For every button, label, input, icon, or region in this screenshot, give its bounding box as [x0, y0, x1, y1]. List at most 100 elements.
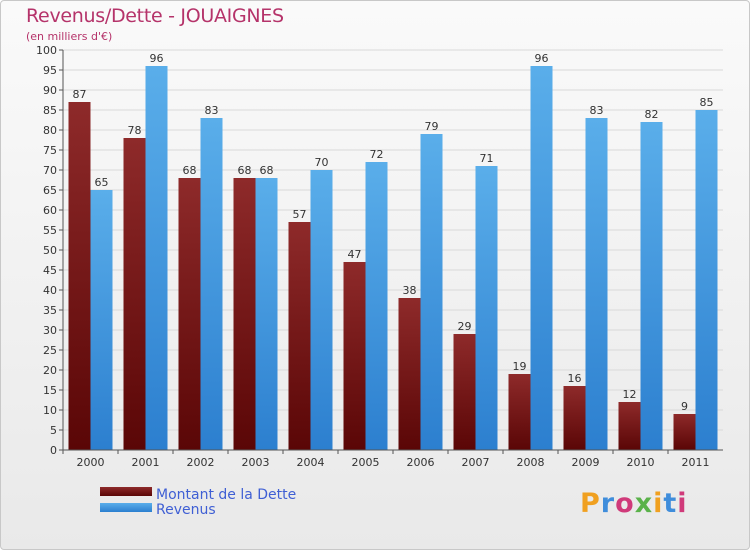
- y-tick-label: 25: [43, 344, 57, 357]
- legend-swatch-debt: [100, 487, 152, 496]
- data-label-debt: 38: [403, 284, 417, 297]
- bar-debt-2004: [288, 222, 311, 450]
- data-label-revenus: 82: [645, 108, 659, 121]
- axes: [62, 50, 723, 451]
- data-label-debt: 16: [568, 372, 582, 385]
- x-tick-label: 2001: [132, 456, 160, 469]
- x-tick-label: 2003: [242, 456, 270, 469]
- logo-letter: r: [600, 488, 616, 519]
- y-tick-label: 55: [43, 224, 57, 237]
- y-axis-ticks: 0 5 10 15 20 25 30 35 40 45 50 55 60 65 70 75 80 85 90 95 10…: [36, 44, 63, 457]
- bar-revenus-2010: [640, 122, 663, 450]
- y-tick-label: 35: [43, 304, 57, 317]
- bar-revenus-2000: [90, 190, 113, 450]
- bars: [68, 66, 718, 450]
- data-label-revenus: 71: [480, 152, 494, 165]
- y-tick-label: 80: [43, 124, 57, 137]
- x-tick-label: 2006: [407, 456, 435, 469]
- data-label-revenus: 65: [95, 176, 109, 189]
- proxiti-logo: Proxiti: [580, 488, 688, 519]
- x-tick-label: 2004: [297, 456, 325, 469]
- bar-debt-2005: [343, 262, 366, 450]
- logo-letter: i: [653, 488, 664, 519]
- y-tick-label: 85: [43, 104, 57, 117]
- bar-debt-2011: [673, 414, 696, 450]
- bar-debt-2001: [123, 138, 146, 450]
- legend-label-debt: Montant de la Dette: [156, 487, 296, 503]
- data-label-debt: 9: [681, 400, 688, 413]
- x-tick-label: 2000: [77, 456, 105, 469]
- bar-debt-2002: [178, 178, 201, 450]
- data-label-revenus: 83: [205, 104, 219, 117]
- y-tick-label: 20: [43, 364, 57, 377]
- data-label-debt: 68: [238, 164, 252, 177]
- y-tick-label: 10: [43, 404, 57, 417]
- bar-debt-2003: [233, 178, 256, 450]
- bar-debt-2009: [563, 386, 586, 450]
- data-label-revenus: 83: [590, 104, 604, 117]
- legend-swatch-revenus: [100, 503, 152, 512]
- bar-revenus-2008: [530, 66, 553, 450]
- data-label-debt: 12: [623, 388, 637, 401]
- data-label-debt: 78: [128, 124, 142, 137]
- y-tick-label: 70: [43, 164, 57, 177]
- data-label-revenus: 79: [425, 120, 439, 133]
- x-tick-label: 2005: [352, 456, 380, 469]
- y-tick-label: 90: [43, 84, 57, 97]
- data-label-revenus: 68: [260, 164, 274, 177]
- legend-label-revenus: Revenus: [156, 502, 216, 518]
- bar-revenus-2003: [255, 178, 278, 450]
- data-label-revenus: 96: [535, 52, 549, 65]
- x-tick-label: 2009: [572, 456, 600, 469]
- logo-letter: t: [663, 488, 678, 519]
- logo-letter: o: [615, 488, 635, 519]
- bar-revenus-2001: [145, 66, 168, 450]
- y-tick-label: 65: [43, 184, 57, 197]
- y-tick-label: 5: [50, 424, 57, 437]
- x-axis-ticks: 2000 2001 2002 2003 2004 2005 2006 2007 2008 2009…: [62, 450, 710, 469]
- bar-debt-2010: [618, 402, 641, 450]
- bar-debt-2000: [68, 102, 91, 450]
- data-label-debt: 29: [458, 320, 472, 333]
- y-tick-label: 30: [43, 324, 57, 337]
- data-label-debt: 87: [73, 88, 87, 101]
- bar-revenus-2002: [200, 118, 223, 450]
- y-tick-label: 40: [43, 284, 57, 297]
- x-tick-label: 2002: [187, 456, 215, 469]
- data-label-debt: 19: [513, 360, 527, 373]
- y-tick-label: 15: [43, 384, 57, 397]
- bar-debt-2008: [508, 374, 531, 450]
- logo-letter: i: [677, 488, 688, 519]
- data-label-debt: 47: [348, 248, 362, 261]
- chart-title: Revenus/Dette - JOUAIGNES: [26, 5, 284, 27]
- bar-revenus-2006: [420, 134, 443, 450]
- bar-revenus-2004: [310, 170, 333, 450]
- x-tick-label: 2011: [682, 456, 710, 469]
- logo-letter: x: [634, 488, 654, 519]
- legend: Montant de la Dette Revenus: [100, 487, 296, 518]
- data-label-revenus: 85: [700, 96, 714, 109]
- x-tick-label: 2008: [517, 456, 545, 469]
- y-tick-label: 60: [43, 204, 57, 217]
- data-label-revenus: 72: [370, 148, 384, 161]
- data-labels: 87 65 78 96 68 83 68 68 57 70 47 72 38 79 29 71 19 96 16 83…: [73, 52, 714, 413]
- grid-lines: [63, 49, 723, 451]
- x-tick-label: 2010: [627, 456, 655, 469]
- y-tick-label: 0: [50, 444, 57, 457]
- data-label-revenus: 70: [315, 156, 329, 169]
- y-tick-label: 45: [43, 264, 57, 277]
- y-tick-label: 100: [36, 44, 57, 57]
- y-tick-label: 95: [43, 64, 57, 77]
- y-tick-label: 75: [43, 144, 57, 157]
- bar-revenus-2009: [585, 118, 608, 450]
- x-tick-label: 2007: [462, 456, 490, 469]
- bar-revenus-2011: [695, 110, 718, 450]
- logo-letter: P: [580, 488, 601, 519]
- data-label-debt: 68: [183, 164, 197, 177]
- bar-revenus-2007: [475, 166, 498, 450]
- y-tick-label: 50: [43, 244, 57, 257]
- bar-debt-2007: [453, 334, 476, 450]
- chart-subtitle: (en milliers d'€): [26, 30, 113, 43]
- data-label-revenus: 96: [150, 52, 164, 65]
